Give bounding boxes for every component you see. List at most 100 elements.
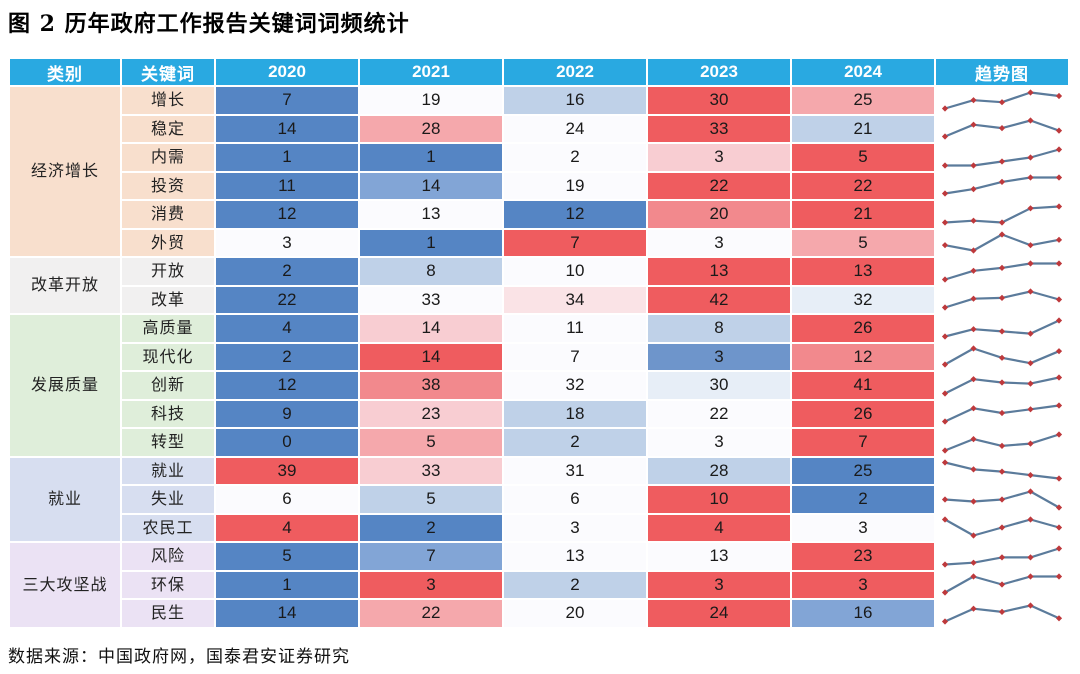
value-cell: 5 bbox=[216, 543, 358, 570]
value-cell: 2 bbox=[504, 429, 646, 456]
trend-sparkline bbox=[941, 345, 1063, 368]
col-header-2022: 2022 bbox=[504, 59, 646, 85]
trend-sparkline bbox=[941, 231, 1063, 254]
value-cell: 30 bbox=[648, 372, 790, 399]
value-cell: 7 bbox=[504, 343, 646, 370]
value-cell: 10 bbox=[504, 258, 646, 285]
table-row: 消费 12 13 12 20 21 bbox=[10, 201, 1068, 228]
table-row: 农民工 4 2 3 4 3 bbox=[10, 514, 1068, 541]
keyword-cell: 内需 bbox=[122, 144, 214, 171]
table-row: 内需 1 1 2 3 5 bbox=[10, 144, 1068, 171]
col-header-category: 类别 bbox=[10, 59, 120, 85]
trend-cell bbox=[936, 486, 1068, 513]
value-cell: 1 bbox=[216, 144, 358, 171]
value-cell: 5 bbox=[792, 144, 934, 171]
value-cell: 4 bbox=[216, 315, 358, 342]
value-cell: 13 bbox=[648, 258, 790, 285]
value-cell: 33 bbox=[360, 286, 502, 313]
value-cell: 23 bbox=[792, 543, 934, 570]
trend-sparkline bbox=[941, 146, 1063, 169]
trend-sparkline bbox=[941, 203, 1063, 226]
trend-cell bbox=[936, 457, 1068, 484]
trend-sparkline bbox=[941, 89, 1063, 112]
col-header-trend: 趋势图 bbox=[936, 59, 1068, 85]
keyword-cell: 转型 bbox=[122, 429, 214, 456]
table-row: 环保 1 3 2 3 3 bbox=[10, 571, 1068, 598]
keyword-cell: 增长 bbox=[122, 87, 214, 114]
value-cell: 6 bbox=[504, 486, 646, 513]
value-cell: 2 bbox=[360, 514, 502, 541]
value-cell: 11 bbox=[216, 172, 358, 199]
value-cell: 34 bbox=[504, 286, 646, 313]
value-cell: 22 bbox=[648, 400, 790, 427]
trend-cell bbox=[936, 286, 1068, 313]
value-cell: 1 bbox=[360, 229, 502, 256]
value-cell: 3 bbox=[360, 571, 502, 598]
trend-cell bbox=[936, 600, 1068, 627]
value-cell: 3 bbox=[648, 429, 790, 456]
value-cell: 18 bbox=[504, 400, 646, 427]
category-cell: 发展质量 bbox=[10, 315, 120, 456]
value-cell: 13 bbox=[792, 258, 934, 285]
value-cell: 22 bbox=[360, 600, 502, 627]
table-row: 三大攻坚战 风险 5 7 13 13 23 bbox=[10, 543, 1068, 627]
table-row: 改革开放 开放 2 8 10 13 13 bbox=[10, 258, 1068, 313]
value-cell: 31 bbox=[504, 457, 646, 484]
table-row: 创新 12 38 32 30 41 bbox=[10, 372, 1068, 399]
value-cell: 24 bbox=[648, 600, 790, 627]
trend-sparkline bbox=[941, 459, 1063, 482]
value-cell: 19 bbox=[504, 172, 646, 199]
value-cell: 33 bbox=[648, 115, 790, 142]
trend-cell bbox=[936, 258, 1068, 285]
value-cell: 16 bbox=[504, 87, 646, 114]
keyword-cell: 失业 bbox=[122, 486, 214, 513]
category-cell: 三大攻坚战 bbox=[10, 543, 120, 627]
trend-sparkline bbox=[941, 317, 1063, 340]
trend-cell bbox=[936, 115, 1068, 142]
value-cell: 10 bbox=[648, 486, 790, 513]
trend-cell bbox=[936, 571, 1068, 598]
value-cell: 13 bbox=[648, 543, 790, 570]
value-cell: 5 bbox=[360, 429, 502, 456]
value-cell: 16 bbox=[792, 600, 934, 627]
value-cell: 30 bbox=[648, 87, 790, 114]
keyword-cell: 投资 bbox=[122, 172, 214, 199]
value-cell: 4 bbox=[648, 514, 790, 541]
value-cell: 2 bbox=[216, 258, 358, 285]
table-row: 转型 0 5 2 3 7 bbox=[10, 429, 1068, 456]
trend-cell bbox=[936, 400, 1068, 427]
keyword-cell: 创新 bbox=[122, 372, 214, 399]
value-cell: 7 bbox=[360, 543, 502, 570]
keyword-cell: 开放 bbox=[122, 258, 214, 285]
value-cell: 3 bbox=[648, 343, 790, 370]
category-cell: 经济增长 bbox=[10, 87, 120, 256]
keyword-cell: 民生 bbox=[122, 600, 214, 627]
value-cell: 13 bbox=[360, 201, 502, 228]
value-cell: 7 bbox=[792, 429, 934, 456]
value-cell: 20 bbox=[504, 600, 646, 627]
value-cell: 1 bbox=[360, 144, 502, 171]
keyword-cell: 高质量 bbox=[122, 315, 214, 342]
trend-sparkline bbox=[941, 516, 1063, 539]
value-cell: 12 bbox=[792, 343, 934, 370]
value-cell: 26 bbox=[792, 400, 934, 427]
keyword-cell: 风险 bbox=[122, 543, 214, 570]
value-cell: 14 bbox=[216, 115, 358, 142]
keyword-cell: 就业 bbox=[122, 457, 214, 484]
value-cell: 14 bbox=[360, 343, 502, 370]
trend-sparkline bbox=[941, 374, 1063, 397]
value-cell: 25 bbox=[792, 457, 934, 484]
col-header-2020: 2020 bbox=[216, 59, 358, 85]
value-cell: 12 bbox=[216, 201, 358, 228]
value-cell: 21 bbox=[792, 201, 934, 228]
trend-cell bbox=[936, 172, 1068, 199]
trend-cell bbox=[936, 229, 1068, 256]
table-row: 现代化 2 14 7 3 12 bbox=[10, 343, 1068, 370]
trend-sparkline bbox=[941, 602, 1063, 625]
value-cell: 33 bbox=[360, 457, 502, 484]
value-cell: 22 bbox=[792, 172, 934, 199]
trend-cell bbox=[936, 343, 1068, 370]
value-cell: 12 bbox=[504, 201, 646, 228]
keyword-cell: 现代化 bbox=[122, 343, 214, 370]
